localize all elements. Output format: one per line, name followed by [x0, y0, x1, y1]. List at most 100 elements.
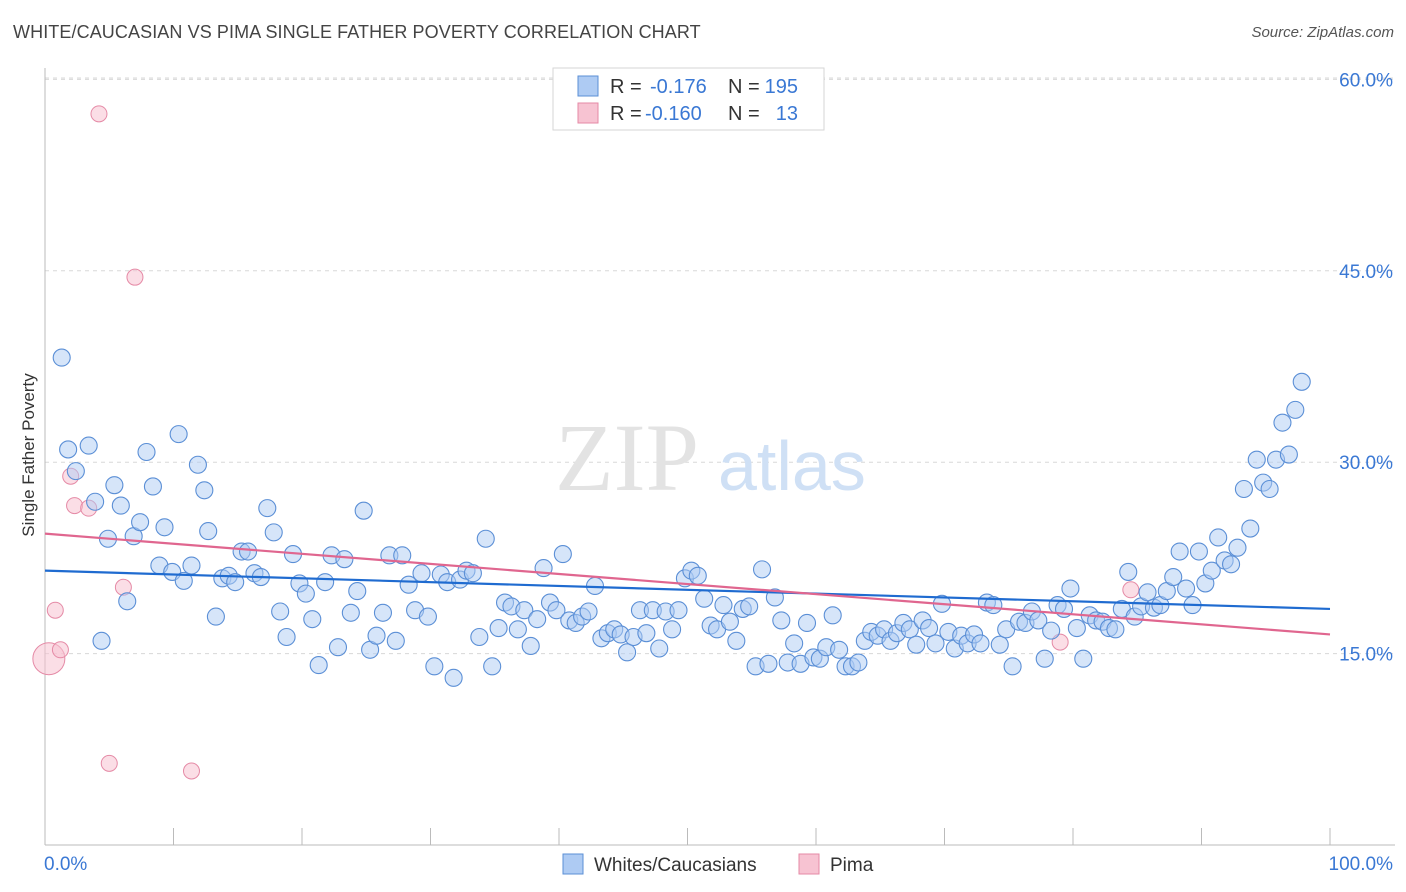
legend-n-value-2: 13	[776, 103, 798, 125]
y-tick-label: 30.0%	[1339, 453, 1393, 474]
whites-point	[143, 477, 162, 496]
series-legend: Whites/Caucasians Pima	[562, 853, 874, 876]
tick-labels: 15.0% 30.0% 45.0% 60.0% 0.0% 100.0%	[44, 70, 1393, 875]
whites-point	[521, 636, 540, 655]
whites-point	[1228, 538, 1247, 557]
whites-point	[1164, 567, 1183, 587]
bottom-legend-label-pima: Pima	[830, 855, 874, 876]
legend-n-value-1: 195	[765, 76, 798, 98]
whites-point	[1286, 400, 1305, 419]
watermark-atlas: atlas	[718, 427, 866, 505]
whites-point	[752, 560, 772, 579]
whites-point	[328, 638, 348, 657]
pima-points	[32, 105, 1140, 780]
whites-point	[105, 476, 124, 495]
whites-point	[740, 597, 759, 616]
pima-point	[100, 754, 118, 772]
watermark-zip: ZIP	[555, 404, 699, 511]
bottom-legend-label-whites: Whites/Caucasians	[594, 855, 757, 876]
whites-point	[1247, 450, 1266, 469]
whites-point	[579, 602, 598, 621]
whites-point	[695, 589, 714, 608]
whites-points	[52, 348, 1311, 687]
whites-point	[830, 640, 849, 659]
whites-point	[920, 619, 939, 638]
whites-point	[669, 601, 688, 620]
source-label: Source: ZipAtlas.com	[1251, 24, 1394, 41]
whites-point	[182, 556, 201, 575]
whites-point	[206, 607, 225, 626]
whites-point	[528, 610, 547, 629]
whites-point	[66, 462, 85, 481]
whites-point	[1260, 479, 1279, 499]
pima-point	[182, 762, 200, 780]
whites-point	[296, 584, 315, 603]
whites-point	[618, 643, 637, 662]
trend-lines	[44, 532, 1331, 636]
x-tick-label: 0.0%	[44, 854, 87, 875]
whites-point	[772, 611, 791, 630]
watermark: ZIP atlas	[555, 404, 866, 511]
pima-point	[46, 601, 64, 619]
pima-point	[126, 268, 144, 286]
pima-point	[66, 497, 84, 515]
whites-point	[137, 442, 156, 462]
whites-point	[195, 481, 214, 500]
whites-point	[412, 564, 431, 583]
whites-point	[637, 624, 656, 643]
whites-point	[508, 620, 527, 639]
legend-r-label-2: R =	[610, 103, 642, 125]
whites-point	[1177, 579, 1196, 598]
whites-point	[373, 603, 393, 622]
whites-point	[663, 620, 682, 639]
whites-point	[900, 620, 919, 639]
pima-point	[51, 641, 69, 659]
whites-point	[1067, 619, 1086, 638]
whites-point	[393, 546, 412, 565]
whites-point	[271, 602, 290, 621]
whites-point	[823, 606, 842, 625]
whites-point	[797, 613, 817, 633]
correlation-legend: R = -0.176 N = 195 R = -0.160 N = 13	[552, 67, 825, 131]
whites-point	[341, 603, 360, 622]
whites-point	[264, 523, 283, 542]
whites-point	[418, 607, 437, 626]
y-tick-label: 15.0%	[1339, 645, 1393, 666]
whites-point	[470, 627, 489, 647]
whites-point	[155, 518, 174, 537]
whites-point	[1119, 562, 1138, 581]
whites-point	[483, 657, 502, 676]
whites-point	[131, 513, 150, 532]
whites-point	[515, 601, 534, 620]
whites-point	[1138, 583, 1157, 602]
whites-point	[489, 619, 508, 638]
whites-point	[1189, 542, 1208, 561]
whites-point	[425, 657, 444, 676]
whites-point	[258, 499, 277, 518]
whites-point	[174, 571, 193, 590]
legend-swatch-whites	[577, 75, 599, 97]
whites-point	[1042, 621, 1061, 640]
whites-point	[188, 455, 207, 474]
whites-point	[277, 627, 296, 647]
whites-point	[1273, 413, 1292, 432]
whites-point	[1209, 528, 1228, 547]
whites-point	[1292, 372, 1311, 391]
whites-point	[238, 542, 258, 561]
y-axis-label: Single Father Poverty	[19, 373, 38, 537]
whites-point	[990, 635, 1009, 654]
whites-point	[1234, 479, 1253, 499]
whites-point	[971, 634, 990, 653]
whites-point	[463, 564, 482, 583]
whites-point	[335, 550, 354, 569]
whites-point	[650, 639, 669, 658]
whites-point	[1170, 542, 1189, 561]
pima-trend-line	[44, 532, 1331, 636]
bottom-legend-swatch-pima	[798, 853, 820, 875]
whites-point	[926, 634, 945, 653]
whites-point	[1241, 519, 1260, 538]
chart-title: WHITE/CAUCASIAN VS PIMA SINGLE FATHER PO…	[13, 22, 701, 42]
whites-point	[386, 631, 405, 650]
whites-point	[354, 501, 373, 520]
